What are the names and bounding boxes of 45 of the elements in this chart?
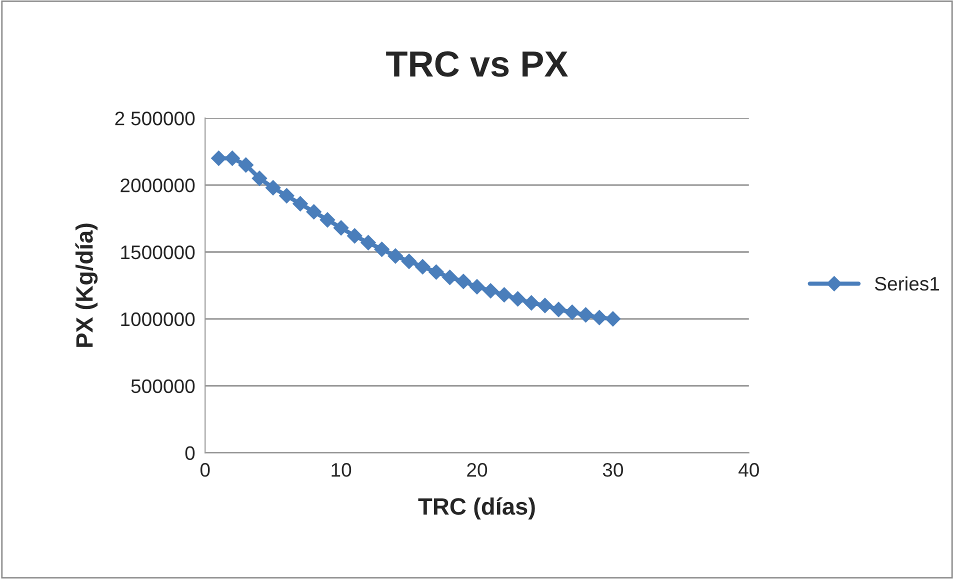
point: [469, 278, 485, 295]
point: [320, 212, 336, 228]
x-tick-label: 20: [467, 463, 488, 477]
y-axis-title: PX (Kg/día): [75, 224, 98, 347]
x-axis-title: TRC (días): [418, 497, 535, 520]
point: [414, 258, 430, 275]
chart-title: TRC vs PX: [386, 51, 568, 77]
point: [252, 170, 268, 186]
y-tick-label: 1000000: [121, 312, 195, 326]
point: [578, 307, 594, 323]
point: [292, 196, 308, 212]
point: [428, 264, 444, 280]
x-tick-label: 30: [602, 463, 623, 477]
point: [591, 310, 608, 326]
point: [210, 150, 227, 166]
point: [496, 286, 512, 303]
point: [401, 253, 417, 270]
point: [265, 180, 281, 196]
point: [510, 290, 526, 307]
point: [224, 150, 240, 166]
point: [374, 241, 390, 258]
legend-label: Series1: [874, 276, 940, 291]
x-tick-label: 40: [738, 463, 759, 477]
point: [333, 220, 349, 236]
point: [537, 298, 553, 314]
point: [524, 294, 540, 311]
point: [388, 248, 404, 264]
x-tick-label: 0: [200, 463, 210, 477]
x-tick-label: 10: [332, 463, 352, 477]
point: [238, 157, 254, 173]
point: [278, 188, 295, 204]
y-tick-label: 2000000: [120, 178, 195, 192]
y-tick-label: 2 500000: [115, 112, 195, 126]
point: [550, 302, 566, 318]
point: [306, 204, 322, 220]
point: [360, 234, 376, 250]
point: [564, 304, 580, 320]
point: [442, 270, 458, 286]
y-tick-label: 500000: [131, 379, 195, 394]
point: [482, 282, 498, 299]
y-tick-label: 1500000: [121, 245, 195, 260]
point: [346, 228, 363, 244]
point: [456, 274, 472, 290]
point: [605, 311, 621, 327]
y-tick-label: 0: [185, 446, 195, 460]
